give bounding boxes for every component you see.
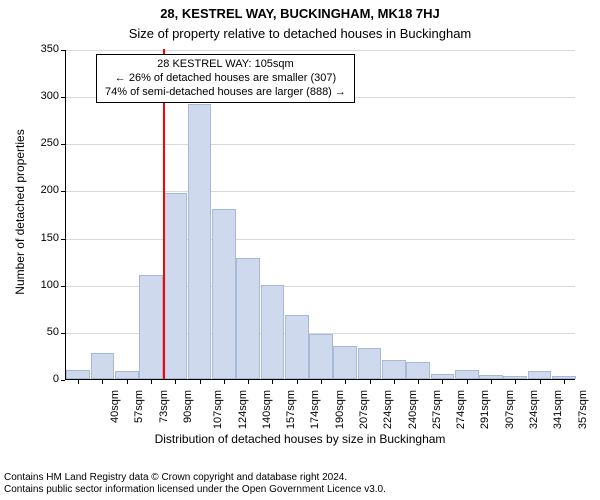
xtick-label: 257sqm xyxy=(431,390,443,429)
xtick-mark xyxy=(370,380,371,384)
histogram-bar xyxy=(503,376,527,379)
histogram-bar xyxy=(455,370,479,379)
ytick-label: 100 xyxy=(41,279,59,291)
info-box-line: ← 26% of detached houses are smaller (30… xyxy=(105,72,346,86)
ytick-mark xyxy=(61,333,65,334)
xtick-label: 174sqm xyxy=(310,390,322,429)
info-box-line: 28 KESTREL WAY: 105sqm xyxy=(105,58,346,72)
histogram-bar xyxy=(66,370,90,379)
xtick-mark xyxy=(321,380,322,384)
chart-container: 28, KESTREL WAY, BUCKINGHAM, MK18 7HJ Si… xyxy=(0,0,600,500)
footer-line-1: Contains HM Land Registry data © Crown c… xyxy=(4,472,386,484)
grid-line xyxy=(66,144,575,145)
info-box: 28 KESTREL WAY: 105sqm← 26% of detached … xyxy=(96,54,355,103)
ytick-label: 300 xyxy=(41,90,59,102)
footer: Contains HM Land Registry data © Crown c… xyxy=(4,472,386,496)
ytick-mark xyxy=(61,97,65,98)
ytick-mark xyxy=(61,144,65,145)
xtick-label: 124sqm xyxy=(237,390,249,429)
histogram-bar xyxy=(212,209,236,379)
xtick-mark xyxy=(151,380,152,384)
xtick-mark xyxy=(418,380,419,384)
histogram-bar xyxy=(406,362,430,379)
xtick-mark xyxy=(248,380,249,384)
xtick-label: 240sqm xyxy=(407,390,419,429)
grid-line xyxy=(66,239,575,240)
histogram-bar xyxy=(358,348,382,379)
xtick-label: 274sqm xyxy=(455,390,467,429)
xtick-mark xyxy=(540,380,541,384)
ytick-label: 250 xyxy=(41,137,59,149)
xtick-mark xyxy=(224,380,225,384)
histogram-bar xyxy=(91,353,115,379)
ytick-label: 150 xyxy=(41,232,59,244)
histogram-bar xyxy=(261,285,285,379)
histogram-bar xyxy=(431,374,455,379)
xtick-label: 207sqm xyxy=(358,390,370,429)
chart-title: Size of property relative to detached ho… xyxy=(0,26,600,41)
grid-line xyxy=(66,50,575,51)
xtick-label: 307sqm xyxy=(504,390,516,429)
xtick-mark xyxy=(175,380,176,384)
xtick-label: 40sqm xyxy=(109,390,121,423)
ytick-label: 50 xyxy=(47,326,59,338)
xtick-label: 73sqm xyxy=(158,390,170,423)
plot-area: 28 KESTREL WAY: 105sqm← 26% of detached … xyxy=(65,50,575,380)
chart-supertitle: 28, KESTREL WAY, BUCKINGHAM, MK18 7HJ xyxy=(0,6,600,21)
histogram-bar xyxy=(139,275,163,379)
xtick-mark xyxy=(491,380,492,384)
ytick-mark xyxy=(61,286,65,287)
histogram-bar xyxy=(188,104,212,379)
xtick-mark xyxy=(78,380,79,384)
xtick-mark xyxy=(515,380,516,384)
xtick-mark xyxy=(467,380,468,384)
xtick-label: 57sqm xyxy=(133,390,145,423)
ytick-mark xyxy=(61,191,65,192)
histogram-bar xyxy=(552,376,576,379)
ytick-label: 350 xyxy=(41,43,59,55)
ytick-label: 0 xyxy=(53,373,59,385)
xtick-label: 324sqm xyxy=(528,390,540,429)
histogram-bar xyxy=(333,346,357,379)
histogram-bar xyxy=(115,371,139,379)
xtick-mark xyxy=(394,380,395,384)
xtick-label: 107sqm xyxy=(212,390,224,429)
ytick-mark xyxy=(61,380,65,381)
histogram-bar xyxy=(163,193,187,379)
histogram-bar xyxy=(285,315,309,379)
xtick-label: 157sqm xyxy=(285,390,297,429)
xtick-label: 140sqm xyxy=(261,390,273,429)
footer-line-2: Contains public sector information licen… xyxy=(4,484,386,496)
histogram-bar xyxy=(236,258,260,379)
xtick-mark xyxy=(345,380,346,384)
histogram-bar xyxy=(382,360,406,379)
xtick-mark xyxy=(200,380,201,384)
y-axis-label: Number of detached properties xyxy=(13,112,27,312)
histogram-bar xyxy=(528,371,552,379)
xtick-label: 190sqm xyxy=(334,390,346,429)
xtick-mark xyxy=(442,380,443,384)
xtick-mark xyxy=(297,380,298,384)
xtick-mark xyxy=(127,380,128,384)
xtick-label: 341sqm xyxy=(552,390,564,429)
histogram-bar xyxy=(309,334,333,379)
info-box-line: 74% of semi-detached houses are larger (… xyxy=(105,86,346,100)
grid-line xyxy=(66,191,575,192)
xtick-label: 224sqm xyxy=(382,390,394,429)
histogram-bar xyxy=(479,375,503,379)
x-axis-label: Distribution of detached houses by size … xyxy=(0,432,600,446)
xtick-label: 90sqm xyxy=(182,390,194,423)
xtick-mark xyxy=(102,380,103,384)
xtick-mark xyxy=(272,380,273,384)
xtick-label: 291sqm xyxy=(480,390,492,429)
ytick-label: 200 xyxy=(41,184,59,196)
xtick-label: 357sqm xyxy=(577,390,589,429)
xtick-mark xyxy=(564,380,565,384)
ytick-mark xyxy=(61,239,65,240)
ytick-mark xyxy=(61,50,65,51)
